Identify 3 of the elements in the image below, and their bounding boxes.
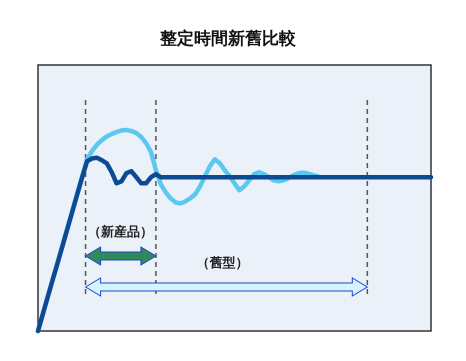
annotation: （新産品） bbox=[88, 224, 154, 240]
chart-title: 整定時間新舊比較 bbox=[159, 29, 297, 49]
annotation: （舊型） bbox=[196, 256, 248, 271]
